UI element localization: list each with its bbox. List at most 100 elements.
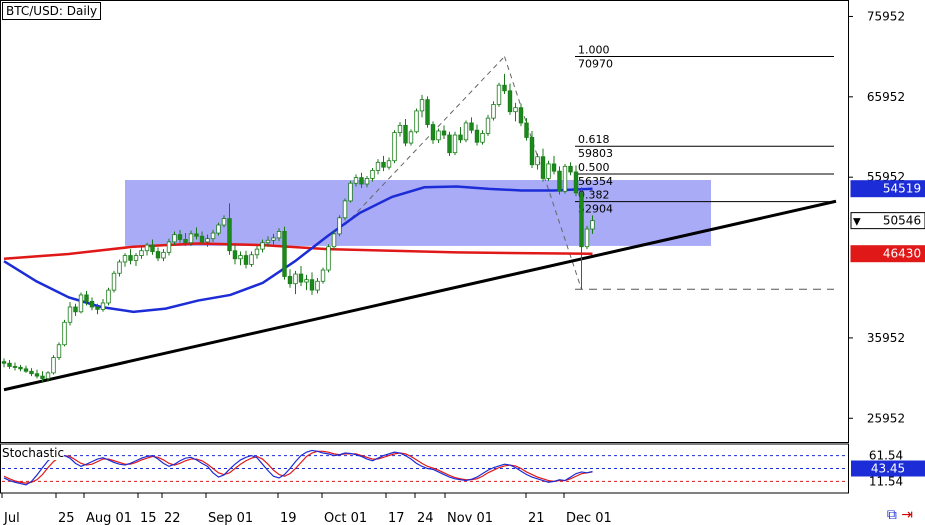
navigation-icons[interactable]: ⧉ ⇥ bbox=[887, 507, 913, 523]
candle-body bbox=[518, 107, 524, 124]
candle-body bbox=[232, 250, 238, 260]
stoch-current-label: 43.45 bbox=[871, 462, 905, 476]
candle-body bbox=[441, 130, 447, 136]
candle-body bbox=[254, 248, 260, 256]
time-tick-label: Dec 01 bbox=[566, 511, 612, 525]
candle-body bbox=[221, 218, 227, 226]
price-tick-label: 65952 bbox=[867, 90, 905, 104]
candle-body bbox=[293, 273, 298, 285]
time-tick-label: 15 bbox=[140, 511, 157, 525]
candle-body bbox=[133, 255, 139, 261]
fib-ratio-label: 0.500 bbox=[578, 161, 610, 174]
price-badge-red bbox=[850, 245, 925, 263]
candle-body bbox=[425, 99, 430, 125]
price-badge-label: 46430 bbox=[883, 247, 921, 261]
current-price-marker-icon: ▼ bbox=[853, 217, 861, 228]
time-tick-label: Oct 01 bbox=[324, 511, 367, 525]
candle-body bbox=[485, 117, 491, 134]
candle-body bbox=[535, 156, 540, 166]
stoch-level-label: 61.54 bbox=[869, 449, 903, 463]
candle-body bbox=[496, 84, 502, 105]
stoch-d-line bbox=[3, 450, 593, 484]
candle-body bbox=[480, 133, 485, 143]
indicator-label: Stochastic bbox=[2, 446, 65, 460]
time-tick-label: Aug 01 bbox=[86, 511, 132, 525]
fib-price-label: 70970 bbox=[578, 57, 613, 70]
candle-body bbox=[23, 368, 29, 372]
link-icon[interactable]: ⧉ bbox=[886, 507, 897, 523]
arrow-right-icon[interactable]: ⇥ bbox=[901, 507, 913, 523]
candle-body bbox=[562, 165, 568, 192]
candle-body bbox=[507, 90, 513, 113]
candle-body bbox=[150, 244, 155, 252]
candle-body bbox=[386, 160, 392, 168]
price-badges: 54519 ▼ 50546 46430 bbox=[850, 180, 925, 263]
candle-body bbox=[282, 231, 287, 277]
candle-body bbox=[353, 177, 359, 184]
candle-body bbox=[89, 300, 95, 308]
candle-body bbox=[392, 132, 397, 162]
candle-body bbox=[287, 276, 293, 285]
candle-body bbox=[326, 246, 331, 271]
candle-body bbox=[364, 178, 370, 185]
candle-body bbox=[67, 306, 73, 323]
candle-body bbox=[188, 233, 194, 244]
time-tick-label: 19 bbox=[280, 511, 297, 525]
candle-body bbox=[139, 250, 144, 256]
price-tick-label: 75952 bbox=[867, 9, 905, 23]
time-axis: Jul 25 Aug 01 15 22 Sep 01 19 Oct 01 17 24 Nov 01 2… bbox=[0, 492, 848, 525]
trendline bbox=[3, 199, 837, 392]
candle-body bbox=[45, 372, 51, 379]
candle-body bbox=[342, 200, 348, 219]
candle-body bbox=[551, 163, 557, 172]
candle-body bbox=[584, 228, 590, 248]
candle-body bbox=[337, 217, 342, 235]
price-badge-label: 54519 bbox=[883, 182, 921, 196]
candle-body bbox=[447, 134, 452, 154]
candle-body bbox=[111, 272, 117, 291]
candle-body bbox=[95, 306, 100, 310]
candle-body bbox=[265, 239, 271, 244]
candle-body bbox=[331, 233, 337, 248]
candle-body bbox=[166, 241, 172, 253]
candle-body bbox=[529, 137, 535, 166]
candle-body bbox=[524, 122, 529, 138]
candle-body bbox=[144, 244, 150, 252]
candle-body bbox=[320, 269, 326, 282]
sma-slow-line bbox=[3, 242, 593, 261]
candle-body bbox=[227, 218, 232, 252]
candle-body bbox=[84, 294, 89, 302]
candle-body bbox=[62, 321, 67, 346]
time-tick-label: 22 bbox=[164, 511, 181, 525]
candle-body bbox=[78, 294, 84, 313]
fib-ratio-label: 0.618 bbox=[578, 133, 610, 146]
candle-body bbox=[348, 182, 353, 202]
candle-body bbox=[7, 362, 12, 367]
candle-body bbox=[315, 280, 320, 291]
candle-body bbox=[276, 231, 282, 239]
fib-ratio-label: 1.000 bbox=[578, 43, 610, 56]
time-tick-label: 17 bbox=[388, 511, 405, 525]
candle-body bbox=[573, 171, 579, 194]
candle-body bbox=[194, 233, 199, 237]
candle-body bbox=[29, 370, 34, 375]
candle-body bbox=[56, 344, 62, 359]
candle-body bbox=[238, 255, 243, 260]
candle-body bbox=[436, 130, 441, 141]
candle-body bbox=[491, 104, 496, 119]
time-tick-label: 24 bbox=[417, 511, 434, 525]
candle-body bbox=[474, 129, 480, 143]
candle-body bbox=[243, 255, 249, 265]
candle-body bbox=[155, 251, 161, 259]
chart-title: BTC/USD: Daily bbox=[2, 2, 102, 20]
fib-ratio-label: 0.382 bbox=[578, 189, 610, 202]
candle-body bbox=[557, 170, 562, 192]
candle-body bbox=[172, 234, 177, 243]
candle-body bbox=[106, 289, 111, 304]
candle-body bbox=[260, 242, 265, 250]
candle-body bbox=[397, 124, 403, 133]
candle-body bbox=[161, 251, 166, 259]
fib-price-label: 56354 bbox=[578, 175, 613, 188]
